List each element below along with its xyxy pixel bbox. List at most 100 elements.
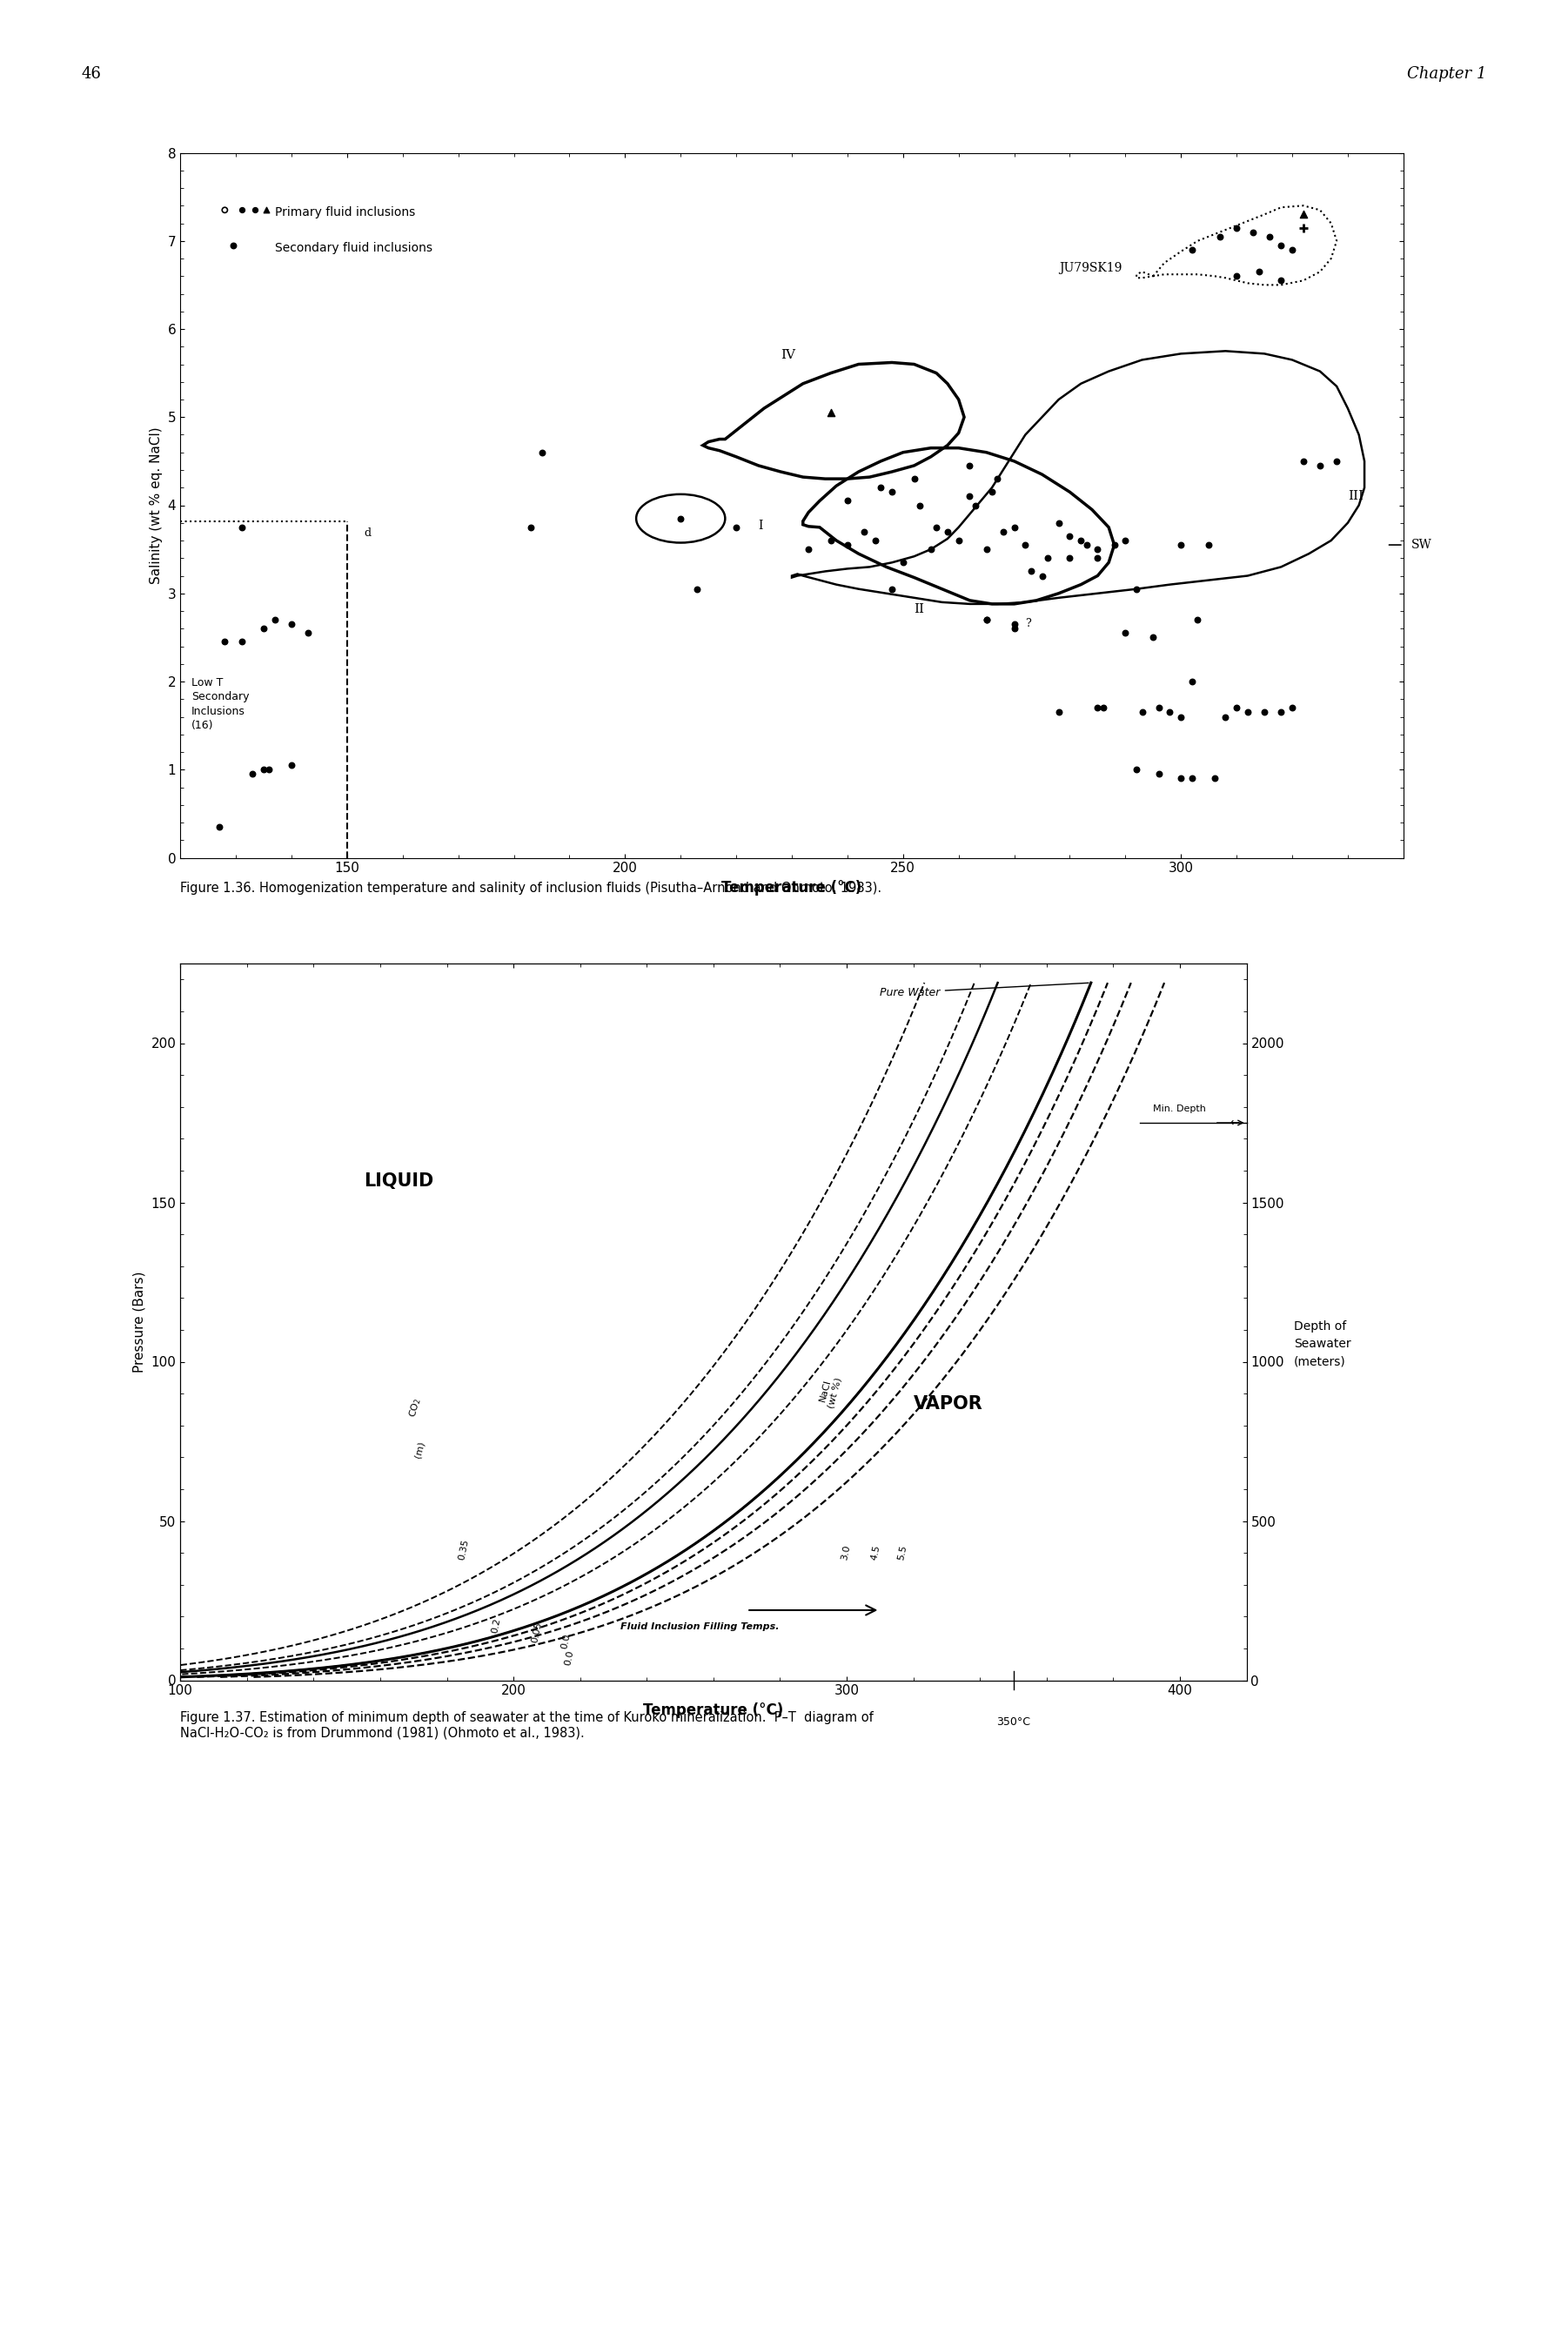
Text: IV: IV [781, 350, 795, 362]
Point [212, 190, 237, 228]
Text: 0.0: 0.0 [563, 1650, 575, 1666]
Point [1168, 759, 1193, 797]
Point [1185, 602, 1210, 639]
Point [668, 501, 693, 538]
Point [279, 747, 304, 785]
Point [229, 623, 254, 660]
Point [1146, 754, 1171, 792]
Text: 5.5: 5.5 [897, 1544, 908, 1560]
Point [1091, 689, 1116, 726]
Point [1214, 698, 1239, 736]
Point [1290, 195, 1316, 233]
Point [207, 808, 232, 846]
Point [1269, 226, 1294, 263]
Point [1046, 505, 1071, 543]
Point [963, 486, 988, 524]
Text: III: III [1348, 491, 1364, 503]
Point [924, 508, 949, 545]
Point [229, 508, 254, 545]
Text: 0.0: 0.0 [560, 1633, 572, 1650]
Text: ←: ← [1229, 1116, 1239, 1128]
Point [869, 470, 894, 508]
Text: SW: SW [1411, 538, 1432, 550]
Text: 0.35: 0.35 [456, 1539, 470, 1560]
Point [797, 531, 822, 569]
Point [1046, 693, 1071, 731]
Point [243, 190, 268, 228]
Point [212, 623, 237, 660]
Point [1179, 663, 1204, 700]
Point [1124, 571, 1149, 609]
Text: Low T
Secondary
Inclusions
(16): Low T Secondary Inclusions (16) [191, 677, 249, 731]
Point [1124, 752, 1149, 790]
Point [221, 226, 246, 263]
Point [862, 522, 887, 559]
Point [1290, 209, 1316, 247]
Y-axis label: Salinity (wt % eq. NaCl): Salinity (wt % eq. NaCl) [149, 428, 163, 583]
Point [1258, 219, 1283, 256]
Point [1057, 517, 1082, 555]
Point [279, 606, 304, 644]
X-axis label: Temperature (°C): Temperature (°C) [721, 879, 862, 895]
Point [1074, 526, 1099, 564]
Point [724, 508, 750, 545]
Point [891, 543, 916, 580]
Point [257, 752, 282, 790]
Point [946, 522, 971, 559]
Text: Depth of
Seawater
(meters): Depth of Seawater (meters) [1294, 1321, 1350, 1368]
Point [1196, 526, 1221, 564]
Point [1179, 759, 1204, 797]
Point [1018, 552, 1043, 590]
Point [1085, 531, 1110, 569]
Text: VAPOR: VAPOR [914, 1396, 983, 1412]
Point [1279, 230, 1305, 268]
Text: 0.05: 0.05 [530, 1621, 543, 1643]
Point [1179, 230, 1204, 268]
Text: 0.2: 0.2 [491, 1617, 502, 1633]
Point [1146, 689, 1171, 726]
Point [1035, 540, 1060, 578]
Text: ?: ? [1025, 618, 1032, 630]
Point [991, 512, 1016, 550]
Point [880, 472, 905, 510]
Text: Figure 1.36. Homogenization temperature and salinity of inclusion fluids (Pisuth: Figure 1.36. Homogenization temperature … [180, 881, 881, 895]
Point [1225, 209, 1250, 247]
Text: CO$_2$: CO$_2$ [408, 1396, 423, 1419]
Text: LIQUID: LIQUID [364, 1173, 433, 1189]
Point [1085, 540, 1110, 578]
Point [880, 571, 905, 609]
Point [240, 754, 265, 792]
Point [956, 446, 982, 484]
Point [980, 472, 1005, 510]
Point [1085, 689, 1110, 726]
Point [1308, 446, 1333, 484]
Text: Chapter 1: Chapter 1 [1406, 66, 1486, 82]
Point [1290, 442, 1316, 479]
Point [1140, 618, 1165, 656]
Point [1236, 693, 1261, 731]
Point [1068, 522, 1093, 559]
Point [919, 531, 944, 569]
X-axis label: Temperature (°C): Temperature (°C) [643, 1701, 784, 1718]
Point [1168, 526, 1193, 564]
Y-axis label: Pressure (Bars): Pressure (Bars) [133, 1271, 146, 1372]
Point [1240, 214, 1265, 251]
Text: Figure 1.37. Estimation of minimum depth of seawater at the time of Kuroko miner: Figure 1.37. Estimation of minimum depth… [180, 1711, 873, 1739]
Point [517, 508, 543, 545]
Point [935, 512, 960, 550]
Point [974, 602, 999, 639]
Point [1201, 759, 1226, 797]
Point [1002, 606, 1027, 644]
Point [1269, 693, 1294, 731]
Text: JU79SK19: JU79SK19 [1058, 263, 1121, 275]
Point [296, 613, 321, 651]
Point [834, 526, 859, 564]
Point [251, 611, 276, 649]
Point [908, 486, 933, 524]
Point [1113, 522, 1138, 559]
Point [1269, 261, 1294, 298]
Text: (m): (m) [414, 1441, 426, 1459]
Point [1057, 540, 1082, 578]
Text: Fluid Inclusion Filling Temps.: Fluid Inclusion Filling Temps. [621, 1621, 779, 1631]
Point [1168, 698, 1193, 736]
